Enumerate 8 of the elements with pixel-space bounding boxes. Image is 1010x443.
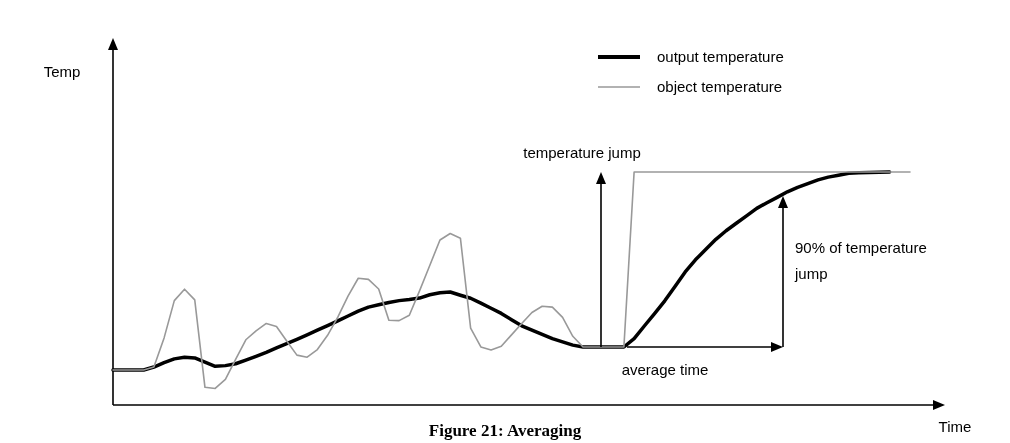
text: Temp bbox=[43, 63, 81, 80]
annotation: 90% of temperature jump bbox=[794, 239, 927, 282]
legend-label: output temperature bbox=[657, 48, 784, 65]
text: Figure 21: Averaging bbox=[428, 421, 582, 440]
x-axis-title: Time bbox=[938, 418, 972, 435]
text: temperature jump bbox=[523, 144, 641, 161]
annotation: average time bbox=[621, 361, 709, 378]
legend-label: object temperature bbox=[657, 78, 783, 95]
